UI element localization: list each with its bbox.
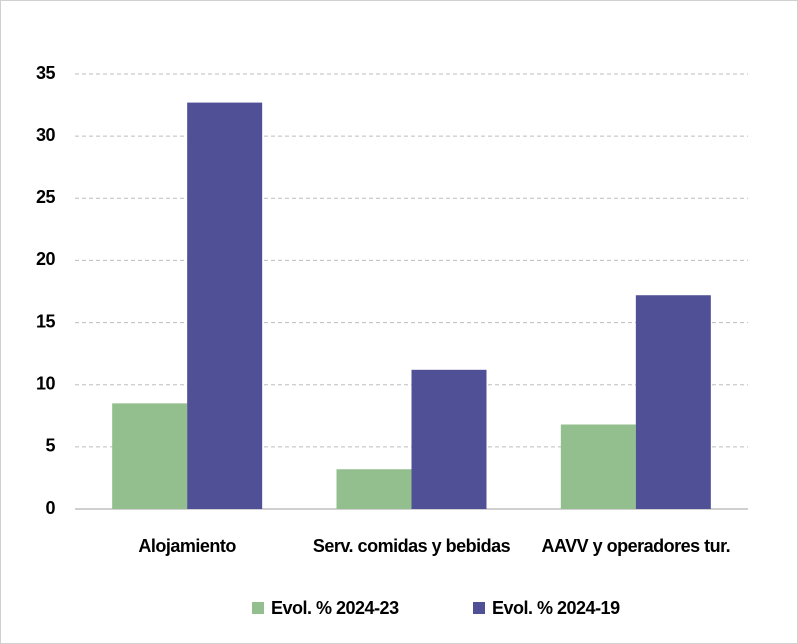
y-tick-label: 0 — [45, 498, 55, 518]
bar — [336, 469, 412, 509]
y-tick-label: 30 — [36, 125, 56, 145]
legend-swatch — [252, 602, 264, 614]
y-tick-label: 15 — [36, 311, 56, 331]
bar — [187, 102, 263, 509]
legend-label: Evol. % 2024-19 — [492, 598, 620, 618]
x-tick-label: AAVV y operadores tur. — [541, 536, 730, 556]
x-tick-label: Serv. comidas y bebidas — [313, 536, 511, 556]
bar — [635, 295, 711, 509]
bar — [560, 424, 636, 509]
bar — [411, 369, 487, 509]
legend-label: Evol. % 2024-23 — [271, 598, 399, 618]
y-tick-label: 20 — [36, 249, 56, 269]
y-tick-label: 25 — [36, 187, 56, 207]
x-tick-label: Alojamiento — [138, 536, 236, 556]
y-tick-label: 10 — [36, 373, 56, 393]
y-tick-label: 35 — [36, 63, 56, 83]
y-tick-label: 5 — [45, 436, 55, 456]
legend-swatch — [473, 602, 485, 614]
bar — [112, 403, 188, 509]
